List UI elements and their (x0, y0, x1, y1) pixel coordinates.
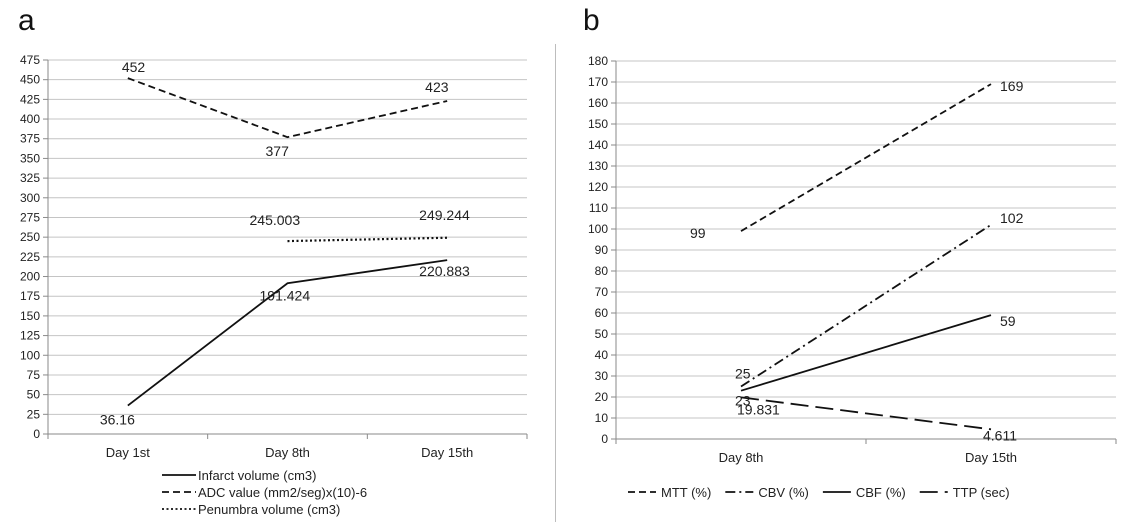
y-tick-label: 300 (20, 191, 40, 205)
y-tick-label: 250 (20, 230, 40, 244)
legend-label: MTT (%) (661, 485, 711, 500)
y-tick-label: 425 (20, 92, 40, 106)
data-label: 4.611 (983, 427, 1017, 443)
y-tick-label: 180 (588, 54, 608, 68)
data-label: 249.244 (419, 207, 470, 223)
data-label: 220.883 (419, 263, 470, 279)
y-tick-label: 130 (588, 159, 608, 173)
chart-a: 0 25 50 75 100 125 150 175 200 225 250 275 300 325 350… (20, 53, 528, 517)
legend-label: TTP (sec) (953, 485, 1010, 500)
y-tick-label: 90 (595, 243, 609, 257)
y-tick-label: 140 (588, 138, 608, 152)
y-tick-label: 375 (20, 132, 40, 146)
y-tick-label: 70 (595, 285, 609, 299)
data-label: 99 (690, 225, 706, 241)
data-label: 452 (122, 59, 146, 75)
data-label: 36.16 (100, 412, 135, 428)
series-line-3 (740, 396, 992, 431)
y-tick-label: 20 (595, 390, 609, 404)
y-tick-label: 150 (20, 309, 40, 323)
data-label: 23 (735, 393, 751, 409)
y-tick-label: 40 (595, 348, 609, 362)
y-tick-label: 75 (27, 368, 41, 382)
y-tick-label: 25 (27, 407, 41, 421)
y-tick-label: 100 (20, 348, 40, 362)
data-label: 59 (1000, 313, 1016, 329)
panel-a-letter: a (18, 4, 35, 37)
y-tick-label: 30 (595, 369, 609, 383)
y-tick-label: 325 (20, 171, 40, 185)
x-tick-label: Day 15th (965, 450, 1017, 465)
data-label: 377 (266, 143, 290, 159)
x-tick-label: Day 8th (265, 445, 310, 460)
y-tick-label: 475 (20, 53, 40, 67)
legend-label: CBF (%) (856, 485, 906, 500)
y-tick-label: 450 (20, 73, 40, 87)
legend-label: Infarct volume (cm3) (198, 468, 316, 483)
data-label: 191.424 (260, 287, 311, 303)
series-line-2 (740, 314, 992, 392)
y-tick-label: 400 (20, 112, 40, 126)
y-tick-label: 175 (20, 289, 40, 303)
y-tick-label: 0 (601, 432, 608, 446)
series-line-0 (740, 83, 992, 232)
x-tick-label: Day 1st (106, 445, 150, 460)
data-label: 423 (425, 79, 449, 95)
y-tick-label: 120 (588, 180, 608, 194)
y-tick-label: 80 (595, 264, 609, 278)
data-label: 102 (1000, 210, 1024, 226)
y-tick-label: 200 (20, 270, 40, 284)
panel-divider (555, 44, 556, 522)
legend-label: CBV (%) (758, 485, 809, 500)
y-tick-label: 170 (588, 75, 608, 89)
y-tick-label: 10 (595, 411, 609, 425)
y-tick-label: 160 (588, 96, 608, 110)
series-line-0 (127, 259, 448, 407)
y-tick-label: 50 (27, 388, 41, 402)
series-line-1 (740, 224, 992, 388)
y-tick-label: 275 (20, 210, 40, 224)
y-tick-label: 125 (20, 329, 40, 343)
series-line-2 (287, 236, 448, 243)
legend-label: Penumbra volume (cm3) (198, 502, 340, 517)
y-tick-label: 100 (588, 222, 608, 236)
y-tick-label: 60 (595, 306, 609, 320)
x-tick-label: Day 15th (421, 445, 473, 460)
y-tick-label: 0 (33, 427, 40, 441)
series-line-1 (127, 77, 448, 139)
data-label: 245.003 (250, 212, 301, 228)
data-label: 25 (735, 366, 751, 382)
panel-b-letter: b (583, 4, 600, 37)
chart-b: 0 10 20 30 40 50 60 70 80 90 100 110 120 130 140 150 160… (588, 54, 1117, 500)
x-tick-label: Day 8th (719, 450, 764, 465)
y-tick-label: 50 (595, 327, 609, 341)
y-tick-label: 225 (20, 250, 40, 264)
data-label: 169 (1000, 78, 1024, 94)
y-tick-label: 350 (20, 151, 40, 165)
legend-label: ADC value (mm2/seg)x(10)-6 (198, 485, 367, 500)
data-label: 19.831 (737, 401, 780, 417)
y-tick-label: 110 (589, 201, 608, 215)
y-tick-label: 150 (588, 117, 608, 131)
